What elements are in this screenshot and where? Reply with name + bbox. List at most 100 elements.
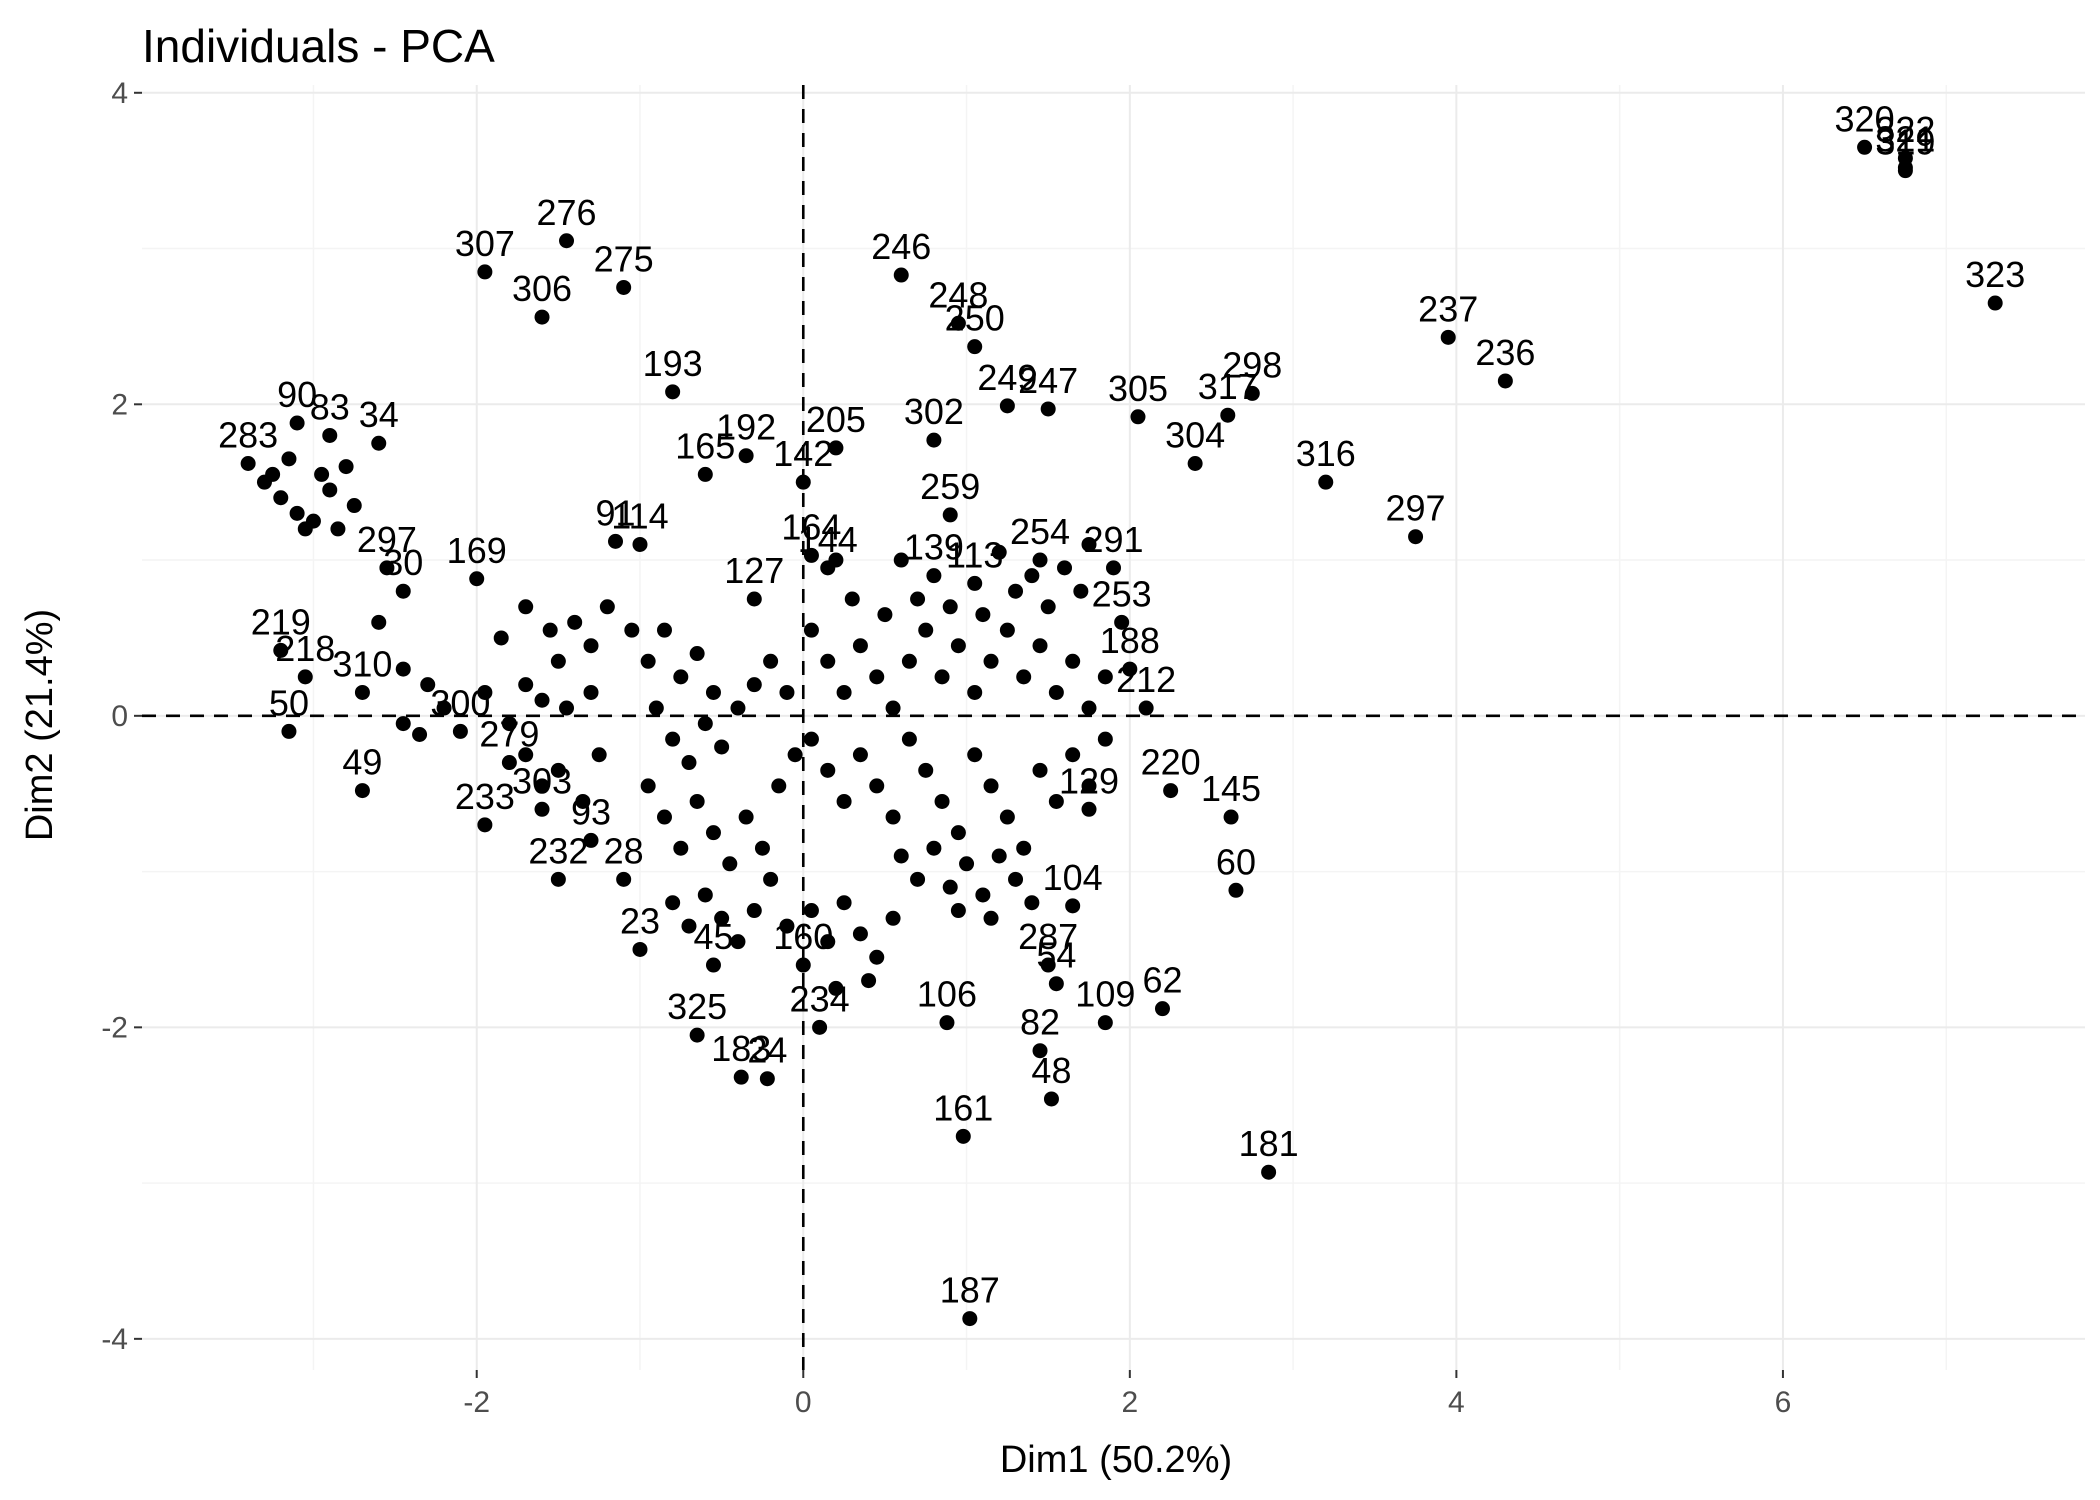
point-label: 220	[1141, 742, 1201, 783]
data-point	[942, 599, 958, 615]
data-point	[575, 793, 591, 809]
point-label: 253	[1092, 573, 1152, 614]
data-point	[1130, 409, 1146, 425]
data-point	[1048, 793, 1064, 809]
point-label: 279	[479, 714, 539, 755]
point-label: 104	[1043, 857, 1103, 898]
data-point	[665, 731, 681, 747]
data-point	[1897, 163, 1913, 179]
data-point	[673, 669, 689, 685]
point-label: 219	[251, 601, 311, 642]
data-point	[705, 684, 721, 700]
data-point	[1244, 385, 1260, 401]
point-label: 246	[871, 226, 931, 267]
data-point	[820, 934, 836, 950]
data-point	[869, 669, 885, 685]
data-point	[1081, 536, 1097, 552]
data-point	[640, 653, 656, 669]
data-point	[926, 568, 942, 584]
data-point	[705, 825, 721, 841]
point-label: 145	[1201, 768, 1261, 809]
data-point	[1138, 700, 1154, 716]
data-point	[697, 716, 713, 732]
data-point	[771, 778, 787, 794]
point-label: 321	[1875, 119, 1935, 160]
data-point	[999, 398, 1015, 414]
data-point	[763, 653, 779, 669]
data-point	[1081, 801, 1097, 817]
data-point	[763, 871, 779, 887]
point-label: 205	[806, 399, 866, 440]
point-label: 193	[643, 343, 703, 384]
point-label: 297	[1386, 488, 1446, 529]
point-label: 283	[218, 414, 278, 455]
data-point	[542, 622, 558, 638]
point-label: 322	[1875, 109, 1935, 150]
data-point	[240, 455, 256, 471]
point-label: 302	[904, 391, 964, 432]
point-label: 23	[620, 900, 660, 941]
point-label: 54	[1036, 935, 1076, 976]
data-point	[999, 809, 1015, 825]
data-point	[599, 599, 615, 615]
data-point	[1024, 895, 1040, 911]
data-point	[412, 727, 428, 743]
data-point	[926, 432, 942, 448]
data-point	[583, 638, 599, 654]
point-label: 218	[275, 628, 335, 669]
data-point	[697, 466, 713, 482]
data-point	[991, 848, 1007, 864]
data-point	[705, 957, 721, 973]
data-point	[640, 778, 656, 794]
chart-title: Individuals - PCA	[142, 20, 495, 72]
data-point	[828, 440, 844, 456]
data-point	[314, 466, 330, 482]
data-point	[836, 895, 852, 911]
data-point	[1032, 638, 1048, 654]
data-point	[861, 973, 877, 989]
data-point	[1220, 407, 1236, 423]
data-point	[803, 903, 819, 919]
data-point	[1857, 139, 1873, 155]
data-point	[942, 507, 958, 523]
data-point	[910, 871, 926, 887]
point-label: 93	[571, 791, 611, 832]
minor-gridlines	[142, 85, 2085, 1370]
point-label: 165	[675, 425, 735, 466]
data-point	[1048, 976, 1064, 992]
data-point	[962, 1311, 978, 1327]
data-point	[1032, 552, 1048, 568]
data-point	[583, 684, 599, 700]
data-point	[983, 653, 999, 669]
data-point	[836, 793, 852, 809]
data-point	[967, 339, 983, 355]
point-label: 306	[512, 268, 572, 309]
point-label: 34	[359, 394, 399, 435]
point-label: 28	[604, 830, 644, 871]
data-point	[273, 490, 289, 506]
data-point	[616, 279, 632, 295]
data-point	[697, 887, 713, 903]
data-point	[297, 669, 313, 685]
data-point	[1040, 599, 1056, 615]
data-point	[550, 871, 566, 887]
data-point	[689, 1027, 705, 1043]
data-point	[1008, 871, 1024, 887]
data-point	[632, 941, 648, 957]
data-point	[918, 622, 934, 638]
data-point	[975, 887, 991, 903]
data-point	[1261, 1164, 1277, 1180]
data-point	[534, 801, 550, 817]
point-label: 183	[711, 1028, 771, 1069]
data-point	[1032, 762, 1048, 778]
data-point	[534, 692, 550, 708]
data-point	[828, 980, 844, 996]
data-point	[759, 1071, 775, 1087]
point-label: 62	[1142, 960, 1182, 1001]
data-point	[322, 482, 338, 498]
data-point	[452, 723, 468, 739]
data-point	[1073, 583, 1089, 599]
data-point	[779, 684, 795, 700]
